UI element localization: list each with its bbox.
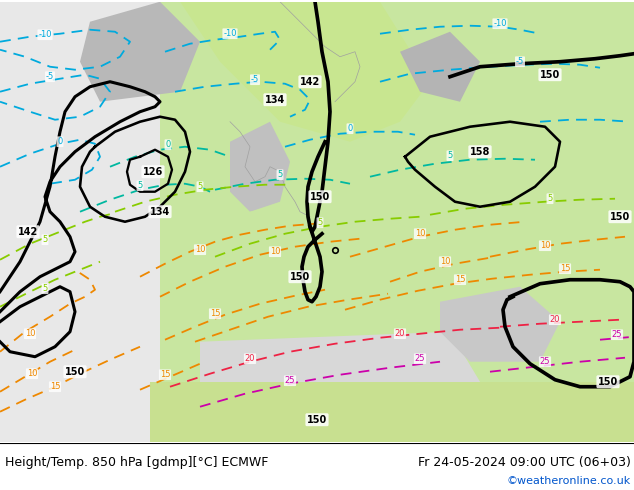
Text: 5: 5 [448,151,453,160]
Text: 150: 150 [290,272,310,282]
Text: 5: 5 [197,182,203,191]
Text: 10: 10 [269,247,280,256]
Text: 0: 0 [165,140,171,149]
Text: -10: -10 [223,29,236,38]
Text: 5: 5 [42,235,48,244]
Text: ©weatheronline.co.uk: ©weatheronline.co.uk [507,476,631,486]
Text: 150: 150 [307,415,327,425]
Text: 10: 10 [25,329,36,338]
Polygon shape [80,2,200,102]
Text: 5: 5 [318,218,323,227]
Text: -5: -5 [516,57,524,66]
Polygon shape [400,32,480,102]
Text: 10: 10 [27,369,37,378]
Text: 150: 150 [598,377,618,387]
Polygon shape [200,332,480,441]
Polygon shape [400,102,634,382]
Text: 10: 10 [195,245,205,254]
Text: 150: 150 [310,192,330,202]
Text: 142: 142 [300,77,320,87]
Text: 5: 5 [42,284,48,293]
Text: -5: -5 [46,72,54,81]
Text: 134: 134 [265,95,285,105]
Text: 0: 0 [57,137,63,146]
Text: -10: -10 [38,30,52,39]
Polygon shape [230,122,290,212]
Text: 10: 10 [440,257,450,266]
Text: -10: -10 [493,19,507,28]
Polygon shape [150,382,634,441]
Text: 15: 15 [455,275,465,284]
Text: 25: 25 [540,357,550,366]
Text: 15: 15 [210,309,220,318]
Text: 150: 150 [540,70,560,80]
Text: 20: 20 [245,354,256,363]
Text: 0: 0 [347,124,353,133]
Text: 5: 5 [138,181,143,190]
Polygon shape [300,182,520,322]
Text: 25: 25 [415,354,425,363]
Text: 20: 20 [550,315,560,324]
Text: 150: 150 [610,212,630,221]
Text: Height/Temp. 850 hPa [gdmp][°C] ECMWF: Height/Temp. 850 hPa [gdmp][°C] ECMWF [5,457,268,469]
Polygon shape [160,2,634,441]
Text: 25: 25 [612,330,622,339]
Polygon shape [200,202,340,332]
Text: Fr 24-05-2024 09:00 UTC (06+03): Fr 24-05-2024 09:00 UTC (06+03) [418,457,631,469]
Text: 5: 5 [547,194,553,203]
Text: 15: 15 [49,382,60,391]
Polygon shape [440,287,560,362]
Text: 142: 142 [18,227,38,237]
Text: 15: 15 [560,264,570,273]
Text: 126: 126 [143,167,163,177]
Polygon shape [0,2,200,441]
Text: 10: 10 [540,241,550,250]
Text: 20: 20 [395,329,405,338]
Text: 15: 15 [160,370,171,379]
Text: 158: 158 [470,147,490,157]
Text: 150: 150 [65,367,85,377]
Text: 10: 10 [415,229,425,238]
Text: 25: 25 [285,376,295,385]
Polygon shape [180,2,430,142]
Text: -5: -5 [251,75,259,84]
Text: 134: 134 [150,207,170,217]
Text: 5: 5 [278,170,283,179]
